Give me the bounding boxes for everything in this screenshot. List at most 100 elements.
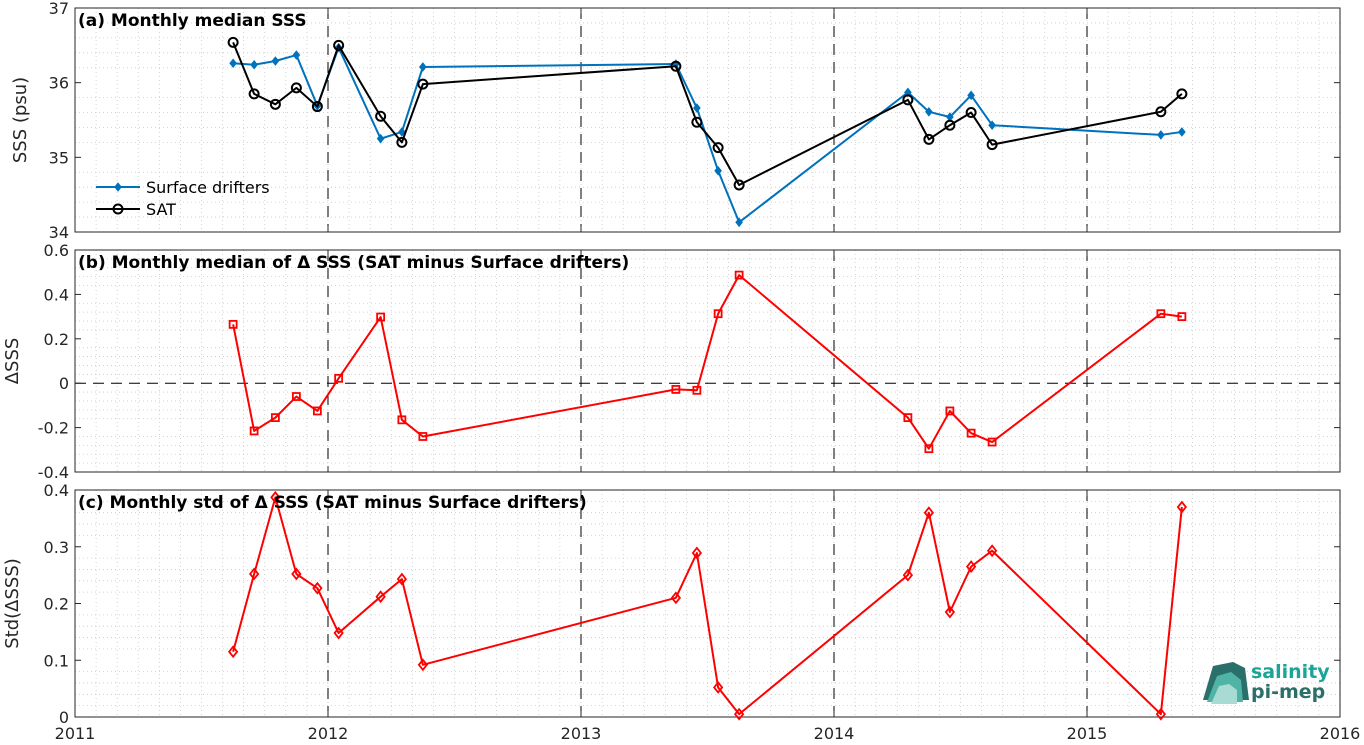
data-point: [988, 120, 996, 131]
data-point: [333, 39, 345, 51]
data-point: [733, 707, 745, 721]
legend-label: SAT: [146, 200, 176, 219]
y-tick-label: 0: [59, 374, 69, 393]
x-tick-label: 2014: [814, 724, 855, 743]
data-point: [734, 270, 744, 280]
series-1: [229, 42, 1186, 228]
data-point: [986, 544, 998, 558]
data-point: [397, 415, 407, 425]
data-point: [965, 107, 977, 119]
data-point: [925, 106, 933, 117]
y-tick-label: 36: [49, 74, 69, 93]
data-point: [735, 217, 743, 228]
legend-label: Surface drifters: [146, 178, 270, 197]
panel-c: 0 0.1 0.2 0.3 0.4 2011 2012 2013 2014 2015 2016 Std…: [2, 481, 1360, 743]
data-point: [966, 428, 976, 438]
y-axis-label: ΔSSS: [2, 338, 23, 385]
y-tick-label: 0.3: [44, 538, 69, 557]
data-point: [269, 98, 281, 110]
data-point: [376, 133, 385, 144]
data-point: [670, 591, 682, 605]
data-point: [965, 560, 977, 574]
data-point: [944, 119, 956, 131]
x-tick-label: 2011: [55, 724, 96, 743]
x-tick-label: 2012: [308, 724, 349, 743]
minor-grid: [75, 250, 1340, 472]
data-point: [987, 437, 997, 447]
data-point: [923, 133, 935, 145]
minor-grid: [75, 490, 1340, 717]
data-point: [903, 413, 913, 423]
data-point: [733, 179, 745, 191]
data-point: [902, 568, 914, 582]
data-point: [691, 546, 703, 560]
data-point: [270, 490, 281, 504]
data-point: [291, 392, 301, 401]
x-tick-label: 2015: [1067, 724, 1108, 743]
series-line: [232, 496, 1183, 716]
series-1: [228, 270, 1187, 454]
data-point: [376, 312, 386, 322]
y-axis-label: SSS (psu): [10, 77, 31, 163]
series-line: [232, 41, 1183, 186]
y-tick-label: -0.2: [38, 419, 69, 438]
series-1: [227, 490, 1188, 721]
data-point: [1157, 130, 1165, 140]
data-point: [249, 426, 259, 436]
data-point: [417, 658, 429, 672]
panel-b: -0.4 -0.2 0 0.2 0.4 0.6 ΔSSS (b) Monthly median…: [2, 241, 1341, 482]
legend-marker: [112, 203, 124, 215]
salinity-pi-mep-logo: salinity pi-mep: [1203, 661, 1330, 704]
data-point: [375, 110, 387, 122]
x-tick-label: 2013: [561, 724, 602, 743]
data-point: [923, 506, 935, 520]
data-point: [902, 94, 914, 106]
data-point: [1176, 500, 1188, 514]
y-tick-label: 37: [49, 0, 69, 18]
data-point: [712, 681, 724, 694]
data-point: [945, 406, 955, 416]
data-point: [712, 142, 724, 154]
data-point: [271, 56, 280, 66]
data-point: [270, 413, 280, 423]
data-point: [924, 444, 934, 454]
data-point: [227, 645, 239, 659]
data-point: [967, 90, 975, 101]
y-axis-label: Std(ΔSSS): [2, 558, 23, 649]
data-point: [333, 626, 344, 640]
y-tick-label: 35: [49, 148, 69, 167]
series-line: [233, 46, 1183, 224]
logo-line1: salinity: [1251, 661, 1330, 683]
axes-frame: [74, 7, 1341, 233]
data-point: [418, 432, 428, 441]
data-point: [944, 605, 956, 619]
data-point: [713, 309, 723, 319]
panel-title: (b) Monthly median of Δ SSS (SAT minus S…: [78, 253, 629, 273]
data-point: [396, 136, 408, 148]
data-point: [311, 101, 323, 113]
panel-a: 34 35 36 37 SSS (psu) (a) Monthly median SSS S…: [10, 0, 1341, 242]
data-point: [417, 78, 429, 90]
data-point: [714, 165, 722, 176]
x-tick-label: 2016: [1320, 724, 1361, 743]
data-point: [1178, 127, 1186, 137]
y-tick-label: 0.4: [44, 285, 69, 304]
y-tick-label: 0.4: [44, 481, 69, 500]
panel-title: (c) Monthly std of Δ SSS (SAT minus Surf…: [78, 493, 587, 513]
data-point: [1177, 312, 1187, 322]
data-point: [228, 319, 238, 329]
data-point: [248, 88, 260, 100]
data-point: [986, 139, 998, 151]
data-point: [227, 36, 239, 48]
data-point: [671, 385, 681, 394]
data-point: [1156, 309, 1166, 319]
y-tick-label: 0: [59, 708, 69, 727]
data-point: [1176, 88, 1188, 100]
data-point: [334, 373, 344, 383]
data-point: [248, 567, 260, 581]
data-point: [692, 385, 702, 395]
y-tick-label: 34: [49, 223, 69, 242]
data-point: [1155, 707, 1167, 721]
y-axis: -0.4 -0.2 0 0.2 0.4 0.6: [38, 241, 1340, 482]
logo-wave-light: [1211, 684, 1237, 704]
